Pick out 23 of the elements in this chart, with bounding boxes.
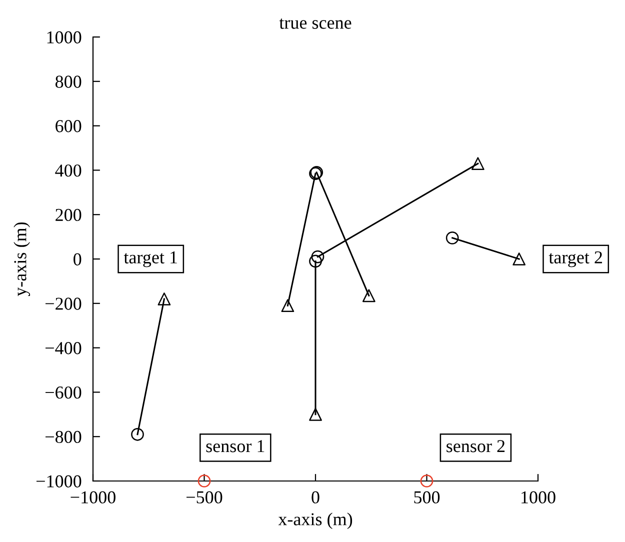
annotation: target 1 <box>124 251 177 268</box>
chart-title: true scene <box>279 18 352 29</box>
x-tick-label: 0 <box>312 491 320 504</box>
y-tick-label: −400 <box>46 342 82 354</box>
y-tick-label: 200 <box>56 208 82 222</box>
y-tick-label: −800 <box>46 430 82 444</box>
y-tick-label: 800 <box>55 76 82 88</box>
y-tick-label: −1000 <box>36 475 82 488</box>
annotation: sensor 2 <box>446 440 505 452</box>
y-tick-label: 1000 <box>47 31 82 44</box>
y-tick-label: −200 <box>46 298 82 310</box>
annotation: sensor 1 <box>206 440 264 452</box>
y-tick-label: −600 <box>46 386 82 399</box>
x-tick-label: −500 <box>186 491 222 504</box>
x-tick-label: 500 <box>414 491 440 504</box>
x-axis-title: x-axis (m) <box>278 512 352 530</box>
y-tick-label: 600 <box>56 120 82 132</box>
x-tick-label: −1000 <box>70 491 116 504</box>
x-tick-label: 1000 <box>522 491 556 504</box>
y-tick-label: 400 <box>55 164 82 177</box>
text: target 2 <box>548 251 602 268</box>
y-axis-title: y-axis (m) <box>14 222 30 296</box>
y-tick-label: 0 <box>74 253 82 266</box>
